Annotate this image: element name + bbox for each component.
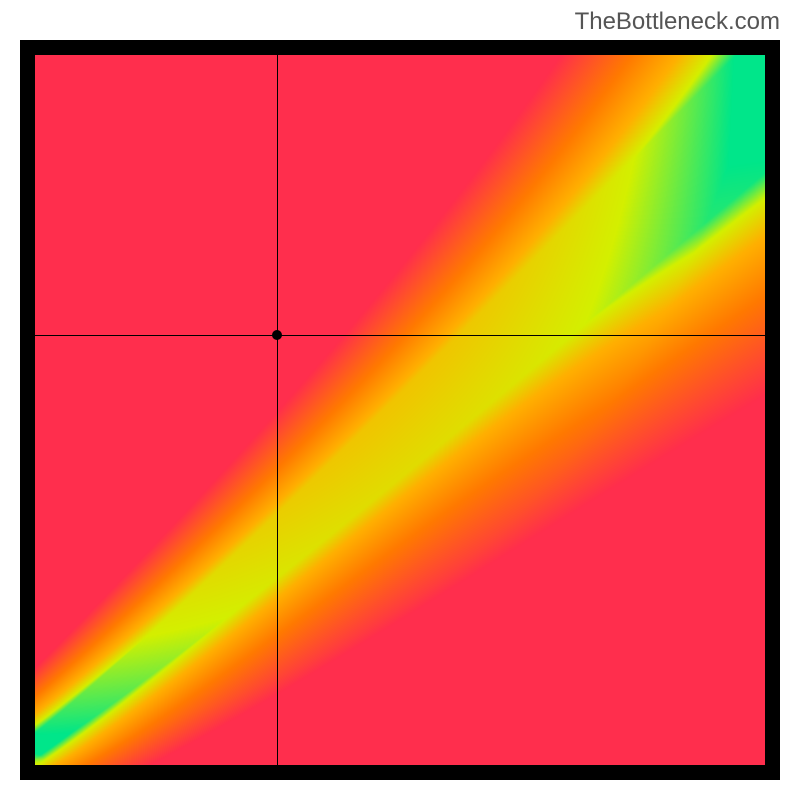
chart-frame (20, 40, 780, 780)
heatmap-canvas (35, 55, 765, 765)
heatmap-plot (35, 55, 765, 765)
crosshair-horizontal (35, 335, 765, 336)
crosshair-vertical (277, 55, 278, 765)
crosshair-marker (272, 330, 282, 340)
watermark-text: TheBottleneck.com (575, 8, 780, 36)
